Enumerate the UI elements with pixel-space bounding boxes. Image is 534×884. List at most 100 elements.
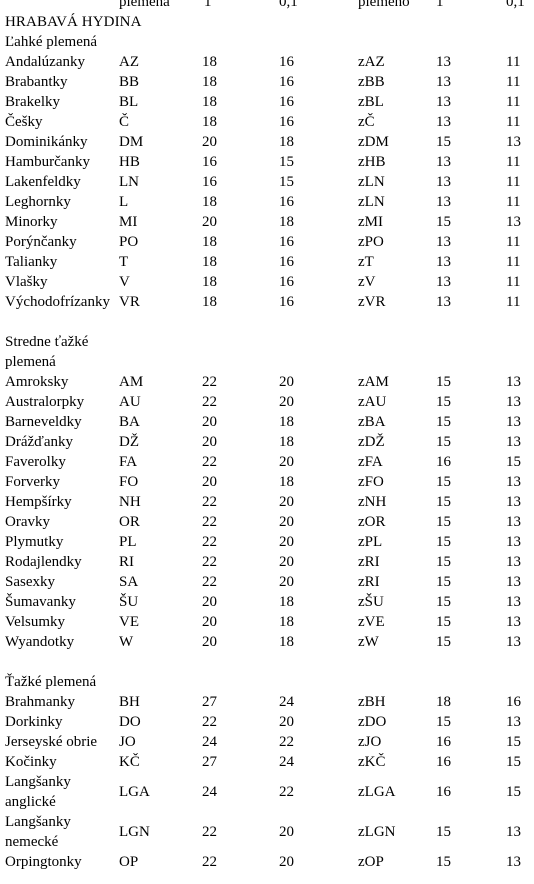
cell-abbr: ŠU [119,594,139,610]
table-title-row: HRABAVÁ HYDINA [0,12,534,32]
cell-v4: 13 [506,554,521,570]
cell-v4: 11 [506,54,521,70]
cell-zabbr: zFA [358,454,383,470]
cell-zabbr: zLN [358,194,385,210]
cell-zabbr: zHB [358,154,386,170]
cell-v1: 18 [202,74,217,90]
cell-v1: 20 [202,214,217,230]
cell-v3: 15 [436,534,451,550]
cell-v4: 11 [506,174,521,190]
cell-v4: 11 [506,154,521,170]
cell-v4: 13 [506,494,521,510]
table-row: Orpingtonky OP 22 20 zOP 15 13 [0,852,534,872]
cell-v3: 16 [436,734,451,750]
cell-v1: 20 [202,134,217,150]
cell-v1: 18 [202,294,217,310]
cell-abbr: AZ [119,54,139,70]
cell-zabbr: zŠU [358,594,384,610]
cell-v4: 13 [506,394,521,410]
table-row: Andalúzanky AZ 18 16 zAZ 13 11 [0,52,534,72]
cell-zabbr: zAU [358,394,387,410]
cell-v3: 15 [436,494,451,510]
cell-name: Hempšírky [5,494,72,510]
table-row: Vlašky V 18 16 zV 13 11 [0,272,534,292]
cell-v2: 15 [279,154,294,170]
cell-abbr: VE [119,614,139,630]
table-row: Amroksky AM 22 20 zAM 15 13 [0,372,534,392]
cell-abbr: V [119,274,130,290]
cell-v3: 13 [436,294,451,310]
table-row: Dominikánky DM 20 18 zDM 15 13 [0,132,534,152]
cell-abbr: BH [119,694,140,710]
cell-v4: 13 [506,854,521,870]
table-row: Hempšírky NH 22 20 zNH 15 13 [0,492,534,512]
cell-zabbr: zAM [358,374,389,390]
table-row: Rodajlendky RI 22 20 zRI 15 13 [0,552,534,572]
table-row: Kočinky KČ 27 24 zKČ 16 15 [0,752,534,772]
cell-v2: 16 [279,74,294,90]
cell-v2: 18 [279,614,294,630]
cell-v3: 16 [436,784,451,800]
cell-name: Talianky [5,254,58,270]
cell-name: Vlašky [5,274,48,290]
table-row: Brahmanky BH 27 24 zBH 18 16 [0,692,534,712]
cell-v4: 13 [506,134,521,150]
cell-zabbr: zVR [358,294,386,310]
cell-v2: 18 [279,634,294,650]
cell-v4: 13 [506,574,521,590]
header-plemena: plemena [119,0,170,10]
table-row: Oravky OR 22 20 zOR 15 13 [0,512,534,532]
table-row: Češky Č 18 16 zČ 13 11 [0,112,534,132]
cell-v2: 24 [279,754,294,770]
table-title: HRABAVÁ HYDINA [5,14,142,30]
cell-v1: 22 [202,394,217,410]
cell-v1: 24 [202,784,217,800]
cell-v3: 13 [436,274,451,290]
table-row: Drážďanky DŽ 20 18 zDŽ 15 13 [0,432,534,452]
cell-v4: 15 [506,784,521,800]
cell-v4: 13 [506,594,521,610]
cell-v2: 24 [279,694,294,710]
table-row: Langšanky anglické LGA 24 22 zLGA 16 15 [0,772,534,812]
table-row: Brabantky BB 18 16 zBB 13 11 [0,72,534,92]
cell-v2: 20 [279,534,294,550]
cell-zabbr: zLGA [358,784,396,800]
table-row: Lakenfeldky LN 16 15 zLN 13 11 [0,172,534,192]
cell-v1: 27 [202,694,217,710]
table-row: Šumavanky ŠU 20 18 zŠU 15 13 [0,592,534,612]
cell-v4: 13 [506,714,521,730]
cell-abbr: PL [119,534,137,550]
cell-name: Barneveldky [5,414,82,430]
cell-abbr: HB [119,154,140,170]
cell-zabbr: zČ [358,114,375,130]
cell-v3: 13 [436,254,451,270]
cell-abbr: L [119,194,129,210]
cell-v2: 20 [279,854,294,870]
section-heading-row: Stredne ťažké plemená [0,332,534,372]
cell-v2: 18 [279,594,294,610]
cell-v1: 20 [202,594,217,610]
cell-v2: 20 [279,554,294,570]
cell-v3: 13 [436,114,451,130]
cell-abbr: MI [119,214,138,230]
header-col-1-dwarf: 1 [436,0,444,10]
cell-v3: 15 [436,394,451,410]
cell-abbr: FO [119,474,139,490]
cell-v4: 13 [506,434,521,450]
cell-v1: 18 [202,94,217,110]
cell-v3: 16 [436,754,451,770]
cell-v4: 15 [506,754,521,770]
cell-v2: 18 [279,474,294,490]
cell-v2: 20 [279,374,294,390]
cell-v4: 11 [506,94,521,110]
cell-name: Langšanky nemecké [5,814,71,850]
cell-v1: 22 [202,374,217,390]
table-row: Wyandotky W 20 18 zW 15 13 [0,632,534,652]
cell-name: Východofrízanky [5,294,110,310]
cell-v3: 13 [436,94,451,110]
cell-v1: 18 [202,114,217,130]
cell-v4: 16 [506,694,521,710]
cell-zabbr: zV [358,274,376,290]
cell-v3: 15 [436,214,451,230]
